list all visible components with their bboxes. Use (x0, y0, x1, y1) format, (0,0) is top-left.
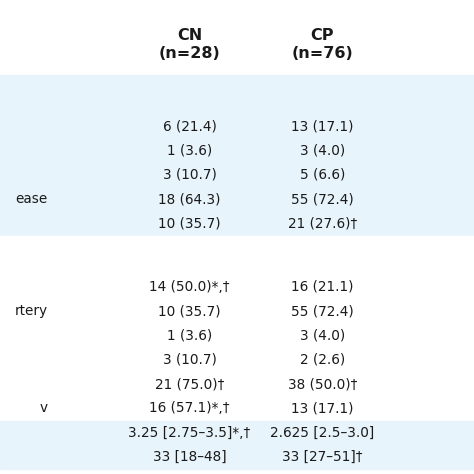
Text: 10 (35.7): 10 (35.7) (158, 217, 221, 230)
Bar (0, 138, 474, 163)
Text: 3 (10.7): 3 (10.7) (163, 353, 217, 367)
Bar (0, 114, 474, 138)
Text: CN
(n=28): CN (n=28) (159, 28, 220, 62)
Bar (0, 163, 474, 187)
Text: 33 [18–48]: 33 [18–48] (153, 450, 227, 464)
Text: 55 (72.4): 55 (72.4) (291, 304, 354, 318)
Text: 14 (50.0)*,†: 14 (50.0)*,† (149, 280, 230, 294)
Text: 1 (3.6): 1 (3.6) (167, 328, 212, 342)
Text: 16 (57.1)*,†: 16 (57.1)*,† (149, 401, 230, 415)
Text: 55 (72.4): 55 (72.4) (291, 192, 354, 206)
Text: 3.25 [2.75–3.5]*,†: 3.25 [2.75–3.5]*,† (128, 426, 251, 440)
Text: CP
(n=76): CP (n=76) (292, 28, 353, 62)
Text: 5 (6.6): 5 (6.6) (300, 168, 345, 182)
Text: 3 (10.7): 3 (10.7) (163, 168, 217, 182)
Text: 1 (3.6): 1 (3.6) (167, 144, 212, 157)
Text: rtery: rtery (14, 304, 47, 318)
Text: 6 (21.4): 6 (21.4) (163, 119, 217, 133)
Bar (0, 236, 474, 274)
Bar (0, 372, 474, 396)
Bar (0, 274, 474, 299)
Text: 13 (17.1): 13 (17.1) (291, 401, 354, 415)
Text: 2.625 [2.5–3.0]: 2.625 [2.5–3.0] (270, 426, 374, 440)
Text: 21 (27.6)†: 21 (27.6)† (288, 217, 357, 230)
Bar (0, 323, 474, 347)
Bar (0, 445, 474, 469)
Text: 16 (21.1): 16 (21.1) (291, 280, 354, 294)
Text: 13 (17.1): 13 (17.1) (291, 119, 354, 133)
Bar (0, 299, 474, 323)
Text: v: v (39, 401, 47, 415)
Text: ease: ease (15, 192, 47, 206)
Text: 33 [27–51]†: 33 [27–51]† (282, 450, 363, 464)
Bar (0, 420, 474, 445)
Bar (0, 347, 474, 372)
Text: 2 (2.6): 2 (2.6) (300, 353, 345, 367)
Text: 21 (75.0)†: 21 (75.0)† (155, 377, 224, 391)
Text: 3 (4.0): 3 (4.0) (300, 144, 345, 157)
Bar (0, 14, 474, 75)
Text: 38 (50.0)†: 38 (50.0)† (288, 377, 357, 391)
Text: 18 (64.3): 18 (64.3) (158, 192, 221, 206)
Bar (0, 396, 474, 420)
Text: 10 (35.7): 10 (35.7) (158, 304, 221, 318)
Bar (0, 211, 474, 236)
Bar (0, 75, 474, 114)
Bar (0, 187, 474, 211)
Text: 3 (4.0): 3 (4.0) (300, 328, 345, 342)
